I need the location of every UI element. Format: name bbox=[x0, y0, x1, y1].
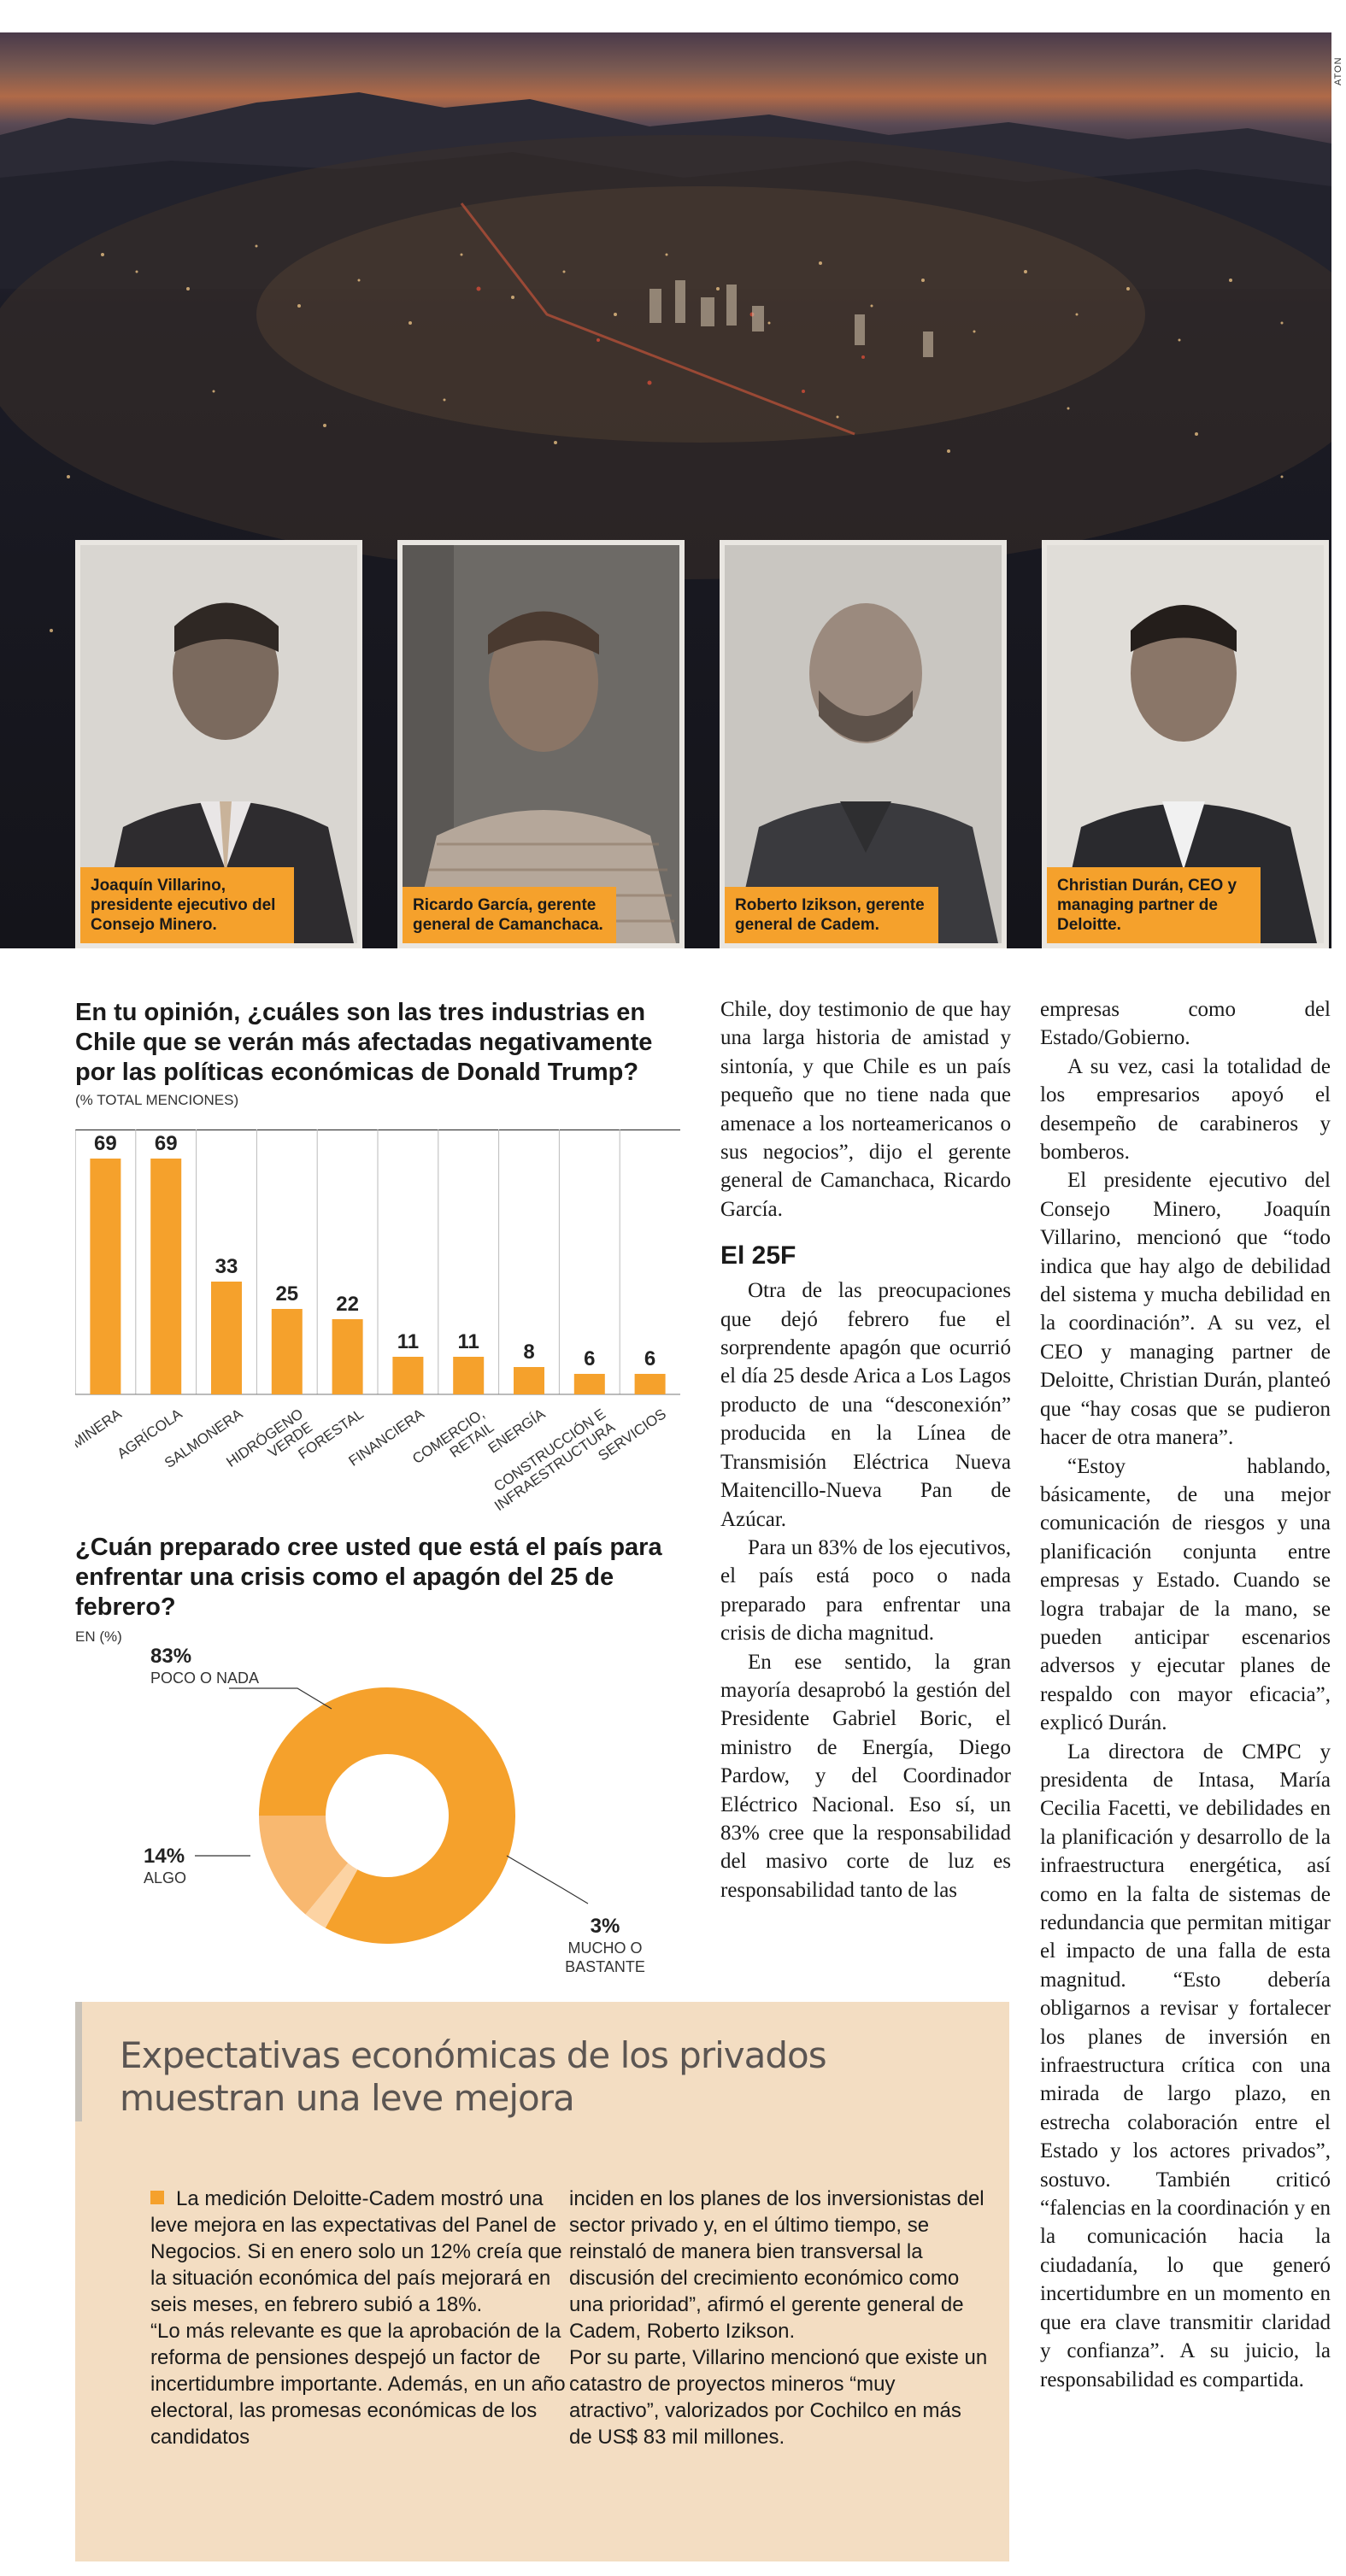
donut-chart-note: EN (%) bbox=[75, 1628, 122, 1645]
portrait-duran: Christian Durán, CEO y managing partner … bbox=[1042, 540, 1329, 948]
bar-comercio-retail bbox=[453, 1357, 485, 1394]
bar-value-label: 22 bbox=[336, 1293, 359, 1316]
category-label: MINERA bbox=[69, 1405, 126, 1452]
donut-value-label: 83% bbox=[150, 1645, 191, 1668]
portrait-caption: Ricardo García, gerente general de Caman… bbox=[403, 887, 616, 943]
paragraph: En ese sentido, la gran mayoría desaprob… bbox=[720, 1650, 1011, 1902]
donut-chart-title: ¿Cuán preparado cree usted que está el p… bbox=[75, 1534, 662, 1621]
bar-hidr-geno-verde bbox=[271, 1309, 303, 1394]
paragraph: Para un 83% de los ejecutivos, el país e… bbox=[720, 1535, 1011, 1646]
paragraph: Otra de las preocupaciones que dejó febr… bbox=[720, 1279, 1011, 1531]
bar-value-label: 33 bbox=[215, 1255, 238, 1278]
bar-salmonera bbox=[211, 1282, 242, 1394]
category-label-line: MINERA bbox=[75, 1405, 125, 1452]
square-bullet-icon bbox=[150, 2191, 164, 2204]
bar-value-label: 11 bbox=[397, 1330, 419, 1353]
donut-value-label: 14% bbox=[144, 1845, 185, 1868]
portrait-izikson: Roberto Izikson, gerente general de Cade… bbox=[720, 540, 1007, 948]
donut-category-label: ALGO bbox=[144, 1869, 186, 1887]
article-column-1: Chile, doy testimonio de que hay una lar… bbox=[720, 995, 1011, 1904]
portrait-caption: Joaquín Villarino, presidente ejecutivo … bbox=[80, 867, 294, 943]
bar-financiera bbox=[392, 1357, 424, 1394]
portrait-garcia: Ricardo García, gerente general de Caman… bbox=[397, 540, 685, 948]
leader-line bbox=[229, 1687, 332, 1710]
bar-servicios bbox=[634, 1374, 666, 1394]
industries-bar-chart: 69 MINERA 69 AGRÍCOLA 33 SALMONERA 25 HIDRÓGENO… bbox=[69, 1129, 680, 1523]
sidebar-box: Expectativas económicas de los privados … bbox=[75, 2002, 1009, 2561]
paragraph: El presidente ejecutivo del Consejo Mine… bbox=[1040, 1169, 1331, 1450]
donut-category-label: BASTANTE bbox=[565, 1958, 645, 1975]
bar-chart-note: (% TOTAL MENCIONES) bbox=[75, 1092, 239, 1108]
sidebar-title: Expectativas económicas de los privados … bbox=[120, 2034, 827, 2119]
bar-value-label: 6 bbox=[644, 1347, 655, 1370]
sidebar-paragraph: “Lo más relevante es que la aprobación d… bbox=[150, 2320, 566, 2449]
sidebar-paragraph: Por su parte, Villarino mencionó que exi… bbox=[569, 2346, 988, 2449]
leader-line bbox=[506, 1855, 589, 1904]
sidebar-accent-bar bbox=[75, 2002, 82, 2121]
bar-agr-cola bbox=[150, 1159, 182, 1394]
bar-value-label: 11 bbox=[458, 1330, 479, 1353]
sidebar-column-2: inciden en los planes de los inversionis… bbox=[569, 2186, 988, 2450]
photo-credit: ATON bbox=[1333, 56, 1343, 85]
paragraph: empresas como del Estado/Gobierno. bbox=[1040, 998, 1331, 1050]
paragraph: Chile, doy testimonio de que hay una lar… bbox=[720, 998, 1011, 1221]
bar-value-label: 6 bbox=[584, 1347, 595, 1370]
bar-value-label: 25 bbox=[275, 1282, 298, 1306]
donut-value-label: 3% bbox=[591, 1915, 620, 1938]
donut-category-label: POCO O NADA bbox=[150, 1669, 259, 1687]
bar-value-label: 69 bbox=[155, 1132, 178, 1155]
preparedness-donut-chart: 83% POCO O NADA 14% ALGO 3% MUCHO O BASTANTE bbox=[75, 1632, 691, 1999]
bar-minera bbox=[90, 1159, 121, 1394]
portrait-caption: Christian Durán, CEO y managing partner … bbox=[1047, 867, 1261, 943]
bar-construcci-n-e-infraestructura bbox=[573, 1374, 605, 1394]
subhead-25f: El 25F bbox=[720, 1241, 796, 1270]
paragraph: A su vez, casi la totalidad de los empre… bbox=[1040, 1054, 1331, 1165]
bar-chart-title: En tu opinión, ¿cuáles son las tres indu… bbox=[75, 999, 653, 1086]
bar-value-label: 69 bbox=[94, 1132, 117, 1155]
donut-slice-poco-o-nada bbox=[259, 1687, 515, 1944]
sidebar-column-1: La medición Deloitte-Cadem mostró una le… bbox=[150, 2186, 569, 2450]
donut-slice-algo bbox=[259, 1816, 349, 1915]
sidebar-paragraph: inciden en los planes de los inversionis… bbox=[569, 2187, 985, 2343]
article-column-2: empresas como del Estado/Gobierno. A su … bbox=[1040, 995, 1331, 2394]
paragraph: “Estoy hablando, básicamente, de una mej… bbox=[1040, 1454, 1331, 1735]
sidebar-paragraph: La medición Deloitte-Cadem mostró una le… bbox=[150, 2187, 562, 2316]
portrait-villarino: Joaquín Villarino, presidente ejecutivo … bbox=[75, 540, 362, 948]
donut-slice-mucho-o-bastante bbox=[305, 1863, 358, 1928]
bar-value-label: 8 bbox=[523, 1341, 534, 1364]
portrait-caption: Roberto Izikson, gerente general de Cade… bbox=[725, 887, 938, 943]
donut-category-label: MUCHO O bbox=[568, 1939, 643, 1957]
bar-energ-a bbox=[514, 1367, 544, 1394]
bar-forestal bbox=[332, 1319, 363, 1394]
paragraph: La directora de CMPC y presidenta de Int… bbox=[1040, 1740, 1331, 2391]
